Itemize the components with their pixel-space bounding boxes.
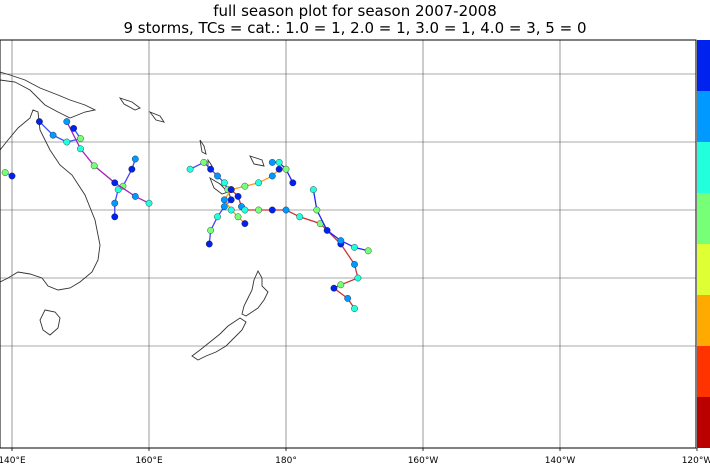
track-point bbox=[296, 213, 304, 221]
australia-coast bbox=[0, 109, 101, 291]
x-tick-label: 160°E bbox=[135, 456, 163, 466]
track-point bbox=[90, 162, 98, 170]
graticule bbox=[0, 40, 696, 448]
track-point bbox=[214, 213, 221, 221]
track-point bbox=[282, 206, 290, 214]
new-guinea-coast bbox=[0, 71, 97, 119]
track-point bbox=[289, 179, 297, 187]
track-point bbox=[323, 226, 331, 234]
track-point bbox=[186, 165, 194, 173]
track-point bbox=[351, 260, 358, 268]
track-point bbox=[128, 165, 136, 173]
track-point bbox=[227, 196, 235, 204]
x-tick-label: 140°W bbox=[545, 456, 576, 466]
track-point bbox=[111, 213, 119, 221]
track-point bbox=[220, 203, 228, 211]
x-tick-label: 160°W bbox=[408, 456, 439, 466]
track-point bbox=[63, 138, 71, 146]
track-point bbox=[220, 196, 228, 204]
track-point bbox=[114, 186, 122, 194]
track-point bbox=[351, 243, 358, 251]
track-point bbox=[200, 158, 208, 166]
track-point bbox=[49, 131, 57, 139]
track-point bbox=[70, 124, 78, 132]
track-point bbox=[205, 240, 213, 248]
track-point bbox=[234, 213, 242, 221]
x-tick-label: 140°E bbox=[0, 456, 26, 466]
track-point bbox=[207, 226, 215, 234]
map-border bbox=[0, 39, 697, 449]
tasmania-coast bbox=[39, 309, 61, 336]
longitude-ticks: 140°E 160°E 180° 160°W 140°W 120°W bbox=[0, 448, 710, 466]
new-caledonia bbox=[209, 176, 229, 195]
colorbar-segment bbox=[697, 40, 710, 91]
track-point bbox=[111, 199, 119, 207]
track-point bbox=[214, 172, 221, 180]
track-point bbox=[337, 237, 345, 245]
track-point bbox=[227, 186, 235, 194]
track-point bbox=[241, 206, 249, 214]
track-point bbox=[364, 247, 372, 255]
track-point bbox=[351, 305, 358, 312]
x-tick-label: 120°W bbox=[682, 456, 710, 466]
coastlines bbox=[0, 71, 269, 361]
map-title: full season plot for season 2007-2008 bbox=[213, 2, 497, 20]
colorbar-segment bbox=[697, 397, 710, 448]
track-point bbox=[268, 158, 276, 166]
colorbar-segment bbox=[697, 295, 710, 346]
track-point bbox=[1, 169, 9, 177]
track-point bbox=[309, 186, 317, 194]
track-point bbox=[77, 135, 84, 143]
track-point bbox=[207, 165, 215, 173]
new-zealand-north bbox=[241, 270, 269, 317]
track-point bbox=[268, 206, 276, 214]
track-point bbox=[8, 172, 16, 180]
colorbar-segment bbox=[697, 193, 710, 244]
track-point bbox=[330, 284, 338, 292]
new-zealand-south bbox=[191, 317, 247, 361]
track-point bbox=[77, 145, 84, 153]
track-point bbox=[111, 179, 119, 187]
track-point bbox=[337, 281, 345, 289]
track-point bbox=[227, 206, 235, 214]
map-subtitle: 9 storms, TCs = cat.: 1.0 = 1, 2.0 = 1, … bbox=[123, 19, 587, 37]
colorbar-segment bbox=[697, 91, 710, 142]
track-point bbox=[354, 274, 362, 282]
track-point bbox=[145, 199, 153, 207]
colorbar-segment bbox=[697, 244, 710, 295]
track-point bbox=[275, 158, 283, 166]
track-point bbox=[220, 179, 228, 187]
track-point bbox=[131, 155, 139, 163]
intensity-colorbar bbox=[697, 40, 710, 448]
track-point bbox=[313, 206, 321, 214]
track-point bbox=[241, 182, 249, 190]
colorbar-segment bbox=[697, 142, 710, 193]
track-point bbox=[275, 165, 283, 173]
track-point bbox=[344, 294, 352, 302]
track-point bbox=[36, 118, 43, 126]
track-point bbox=[63, 118, 71, 126]
storm-tracks bbox=[1, 118, 372, 312]
track-point bbox=[241, 220, 249, 228]
map-frame bbox=[0, 39, 697, 449]
storm-track-line bbox=[272, 161, 294, 184]
colorbar-segment bbox=[697, 346, 710, 397]
track-point bbox=[131, 192, 139, 200]
track-point bbox=[268, 172, 276, 180]
track-point bbox=[255, 206, 263, 214]
track-point bbox=[282, 165, 290, 173]
x-tick-label: 180° bbox=[275, 456, 297, 466]
solomon-islands bbox=[118, 97, 166, 123]
track-point bbox=[234, 192, 242, 200]
storm-track-line bbox=[230, 189, 359, 309]
storm-track-line bbox=[66, 121, 150, 204]
track-point bbox=[255, 179, 263, 187]
fiji bbox=[249, 155, 265, 167]
storm-track-line bbox=[38, 121, 82, 143]
